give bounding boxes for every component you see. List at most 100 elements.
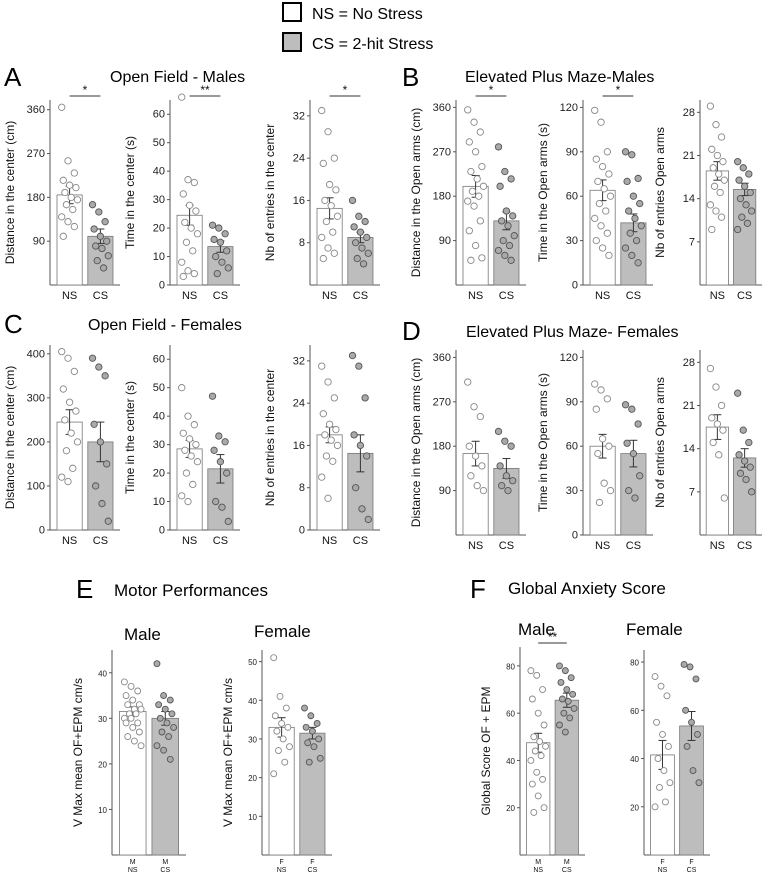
ns-data-point — [713, 420, 722, 428]
y-tick-label: 50 — [153, 382, 165, 394]
y-axis-label: Global Score OF + EPM — [479, 686, 493, 815]
cs-data-point — [628, 151, 636, 159]
ns-data-point — [606, 192, 615, 200]
panel-title-d: Elevated Plus Maze- Females — [466, 324, 679, 341]
y-tick-label: 60 — [566, 191, 578, 203]
x-category-label: NS — [710, 540, 725, 552]
ns-data-point — [479, 182, 488, 190]
ns-data-point — [527, 667, 535, 675]
y-tick-label: 0 — [299, 525, 305, 537]
ns-data-point — [59, 176, 67, 184]
y-axis-label: Time in the Open arms (s) — [536, 123, 550, 262]
chart-c3: 0 8 16 24 32 Nb of entries in the center NS CS — [263, 345, 380, 547]
y-tick-label: 10 — [153, 496, 165, 508]
ns-data-point — [464, 378, 472, 386]
cs-data-point — [682, 706, 690, 714]
ns-data-point — [597, 386, 605, 394]
ns-data-point — [333, 212, 342, 220]
chart-b3: 7 14 21 28 Nb of entries Open arms NS CS — [653, 100, 762, 302]
y-tick-label: 20 — [630, 803, 639, 812]
ns-data-point — [324, 378, 332, 386]
ns-data-point — [318, 106, 326, 115]
panel-title-f: Global Anxiety Score — [508, 579, 666, 598]
cs-data-point — [742, 201, 750, 209]
cs-data-point — [745, 438, 753, 447]
cs-data-point — [631, 494, 639, 502]
y-tick-label: 24 — [293, 398, 305, 410]
cs-data-point — [556, 721, 563, 729]
cs-data-point — [734, 389, 742, 397]
ns-data-point — [64, 477, 72, 486]
y-tick-label: 30 — [153, 194, 165, 206]
x-category-label: NS — [322, 290, 337, 302]
cs-data-point — [153, 660, 161, 668]
y-tick-label: 60 — [506, 710, 515, 719]
ns-data-point — [598, 162, 607, 171]
cs-data-point — [623, 439, 631, 447]
cs-data-point — [90, 420, 98, 428]
cs-data-point — [350, 431, 358, 439]
ns-data-point — [534, 709, 542, 717]
y-axis-label: Distance in the center (cm) — [3, 366, 17, 509]
ns-data-point — [595, 199, 604, 208]
ns-data-point — [319, 254, 327, 263]
y-axis-label: Nb of entries in the center — [263, 369, 277, 506]
y-tick-label: 0 — [572, 530, 578, 542]
ns-data-point — [591, 106, 599, 115]
cs-data-point — [160, 746, 168, 754]
cs-data-point — [621, 148, 630, 156]
ns-data-point — [330, 249, 338, 257]
cs-data-point — [355, 212, 363, 220]
y-tick-label: 120 — [560, 352, 578, 364]
ns-data-point — [64, 157, 72, 165]
y-tick-label: 60 — [630, 707, 639, 716]
cs-data-point — [507, 256, 515, 264]
x-category-label: NS — [658, 867, 668, 874]
y-axis-label: Distance in the center (cm) — [3, 121, 17, 264]
cs-data-point — [621, 244, 630, 252]
panel-title-a: Open Field - Males — [110, 69, 245, 86]
cs-data-point — [95, 208, 103, 216]
ns-data-point — [62, 447, 71, 455]
ns-data-point — [528, 780, 536, 788]
cs-data-point — [358, 505, 366, 513]
legend-ns-swatch — [282, 2, 302, 22]
y-tick-label: 360 — [433, 352, 451, 364]
y-tick-label: 0 — [159, 280, 165, 292]
ns-data-point — [597, 118, 605, 126]
x-category-label: NS — [595, 540, 610, 552]
x-category-label: CS — [626, 290, 641, 302]
x-category-label: CS — [562, 867, 572, 874]
cs-data-point — [160, 692, 168, 700]
ns-data-point — [278, 720, 286, 727]
cs-data-point — [498, 217, 506, 225]
y-tick-label: 90 — [439, 485, 451, 497]
ns-data-point — [58, 213, 66, 221]
y-tick-label: 14 — [683, 193, 695, 205]
ns-data-point — [193, 458, 202, 466]
cs-data-point — [224, 517, 232, 526]
cs-data-point — [104, 517, 112, 525]
ns-data-point — [657, 682, 665, 690]
cs-data-point — [634, 420, 642, 428]
ns-data-point — [712, 207, 720, 215]
legend: NS = No Stress CS = 2-hit Stress — [282, 2, 433, 53]
y-tick-label: 21 — [683, 150, 695, 162]
cs-data-point — [153, 742, 161, 750]
ns-data-point — [282, 704, 290, 712]
ns-data-point — [187, 452, 195, 460]
ns-data-point — [324, 128, 332, 136]
significance-marker: * — [616, 83, 621, 97]
y-tick-label: 8 — [299, 482, 305, 494]
panel-title-c: Open Field - Females — [88, 317, 242, 334]
cs-data-point — [215, 224, 223, 232]
x-category-label: F — [689, 859, 693, 866]
ns-data-point — [471, 148, 480, 156]
y-tick-label: 80 — [630, 659, 639, 668]
ns-data-point — [592, 236, 600, 245]
ns-data-point — [470, 118, 478, 126]
cs-data-point — [304, 739, 312, 747]
y-tick-label: 40 — [98, 669, 107, 678]
y-tick-label: 30 — [566, 235, 578, 247]
cs-data-point — [221, 438, 229, 446]
